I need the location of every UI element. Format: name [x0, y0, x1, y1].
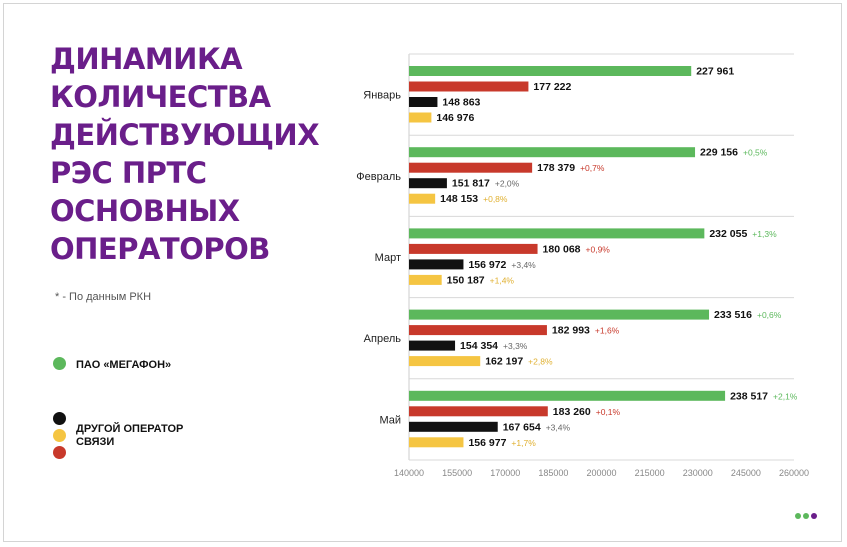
title-line: ОПЕРАТОРОВ	[50, 232, 270, 266]
bar	[409, 309, 710, 320]
data-label: 229 156	[700, 147, 738, 159]
x-tick-label: 245000	[731, 468, 761, 478]
title-line: ДИНАМИКА	[50, 42, 243, 76]
legend-label-other-line2: СВЯЗИ	[76, 436, 115, 448]
bar	[409, 97, 438, 107]
data-label: 180 068	[543, 243, 581, 255]
change-label: +0,5%	[743, 148, 768, 158]
legend-label-other-line1: ДРУГОЙ ОПЕРАТОР	[76, 423, 184, 435]
bar	[409, 193, 436, 204]
data-label: 183 260	[553, 406, 591, 418]
nav-dot	[795, 513, 801, 519]
bar	[409, 356, 481, 367]
legend-dot-red	[53, 446, 66, 459]
title-line: ОСНОВНЫХ	[50, 194, 240, 228]
data-label: 150 187	[447, 274, 485, 286]
data-label: 154 354	[460, 340, 498, 352]
data-label: 177 222	[533, 81, 571, 93]
change-label: +3,4%	[546, 422, 571, 432]
bar	[409, 112, 432, 123]
bar	[409, 406, 548, 417]
change-label: +2,1%	[773, 391, 798, 401]
change-label: +0,9%	[586, 244, 611, 254]
category-label: Январь	[363, 90, 401, 102]
title-line: РЭС ПРТС	[50, 156, 207, 190]
bar	[409, 228, 705, 239]
pagination-dots	[795, 513, 817, 519]
x-tick-label: 155000	[442, 468, 472, 478]
x-tick-label: 200000	[586, 468, 616, 478]
nav-dot	[803, 513, 809, 519]
bar	[409, 147, 696, 158]
category-label: Февраль	[356, 171, 401, 183]
legend-dot-yellow	[53, 429, 66, 442]
nav-dot	[811, 513, 817, 519]
change-label: +1,4%	[490, 275, 515, 285]
data-label: 167 654	[503, 421, 541, 433]
change-label: +1,3%	[752, 229, 777, 239]
data-label: 148 153	[440, 193, 478, 205]
bar	[409, 340, 456, 351]
data-label: 227 961	[696, 66, 734, 78]
legend-other-black	[53, 412, 66, 425]
data-label: 151 817	[452, 178, 490, 190]
change-label: +2,8%	[528, 357, 553, 367]
change-label: +0,8%	[483, 194, 508, 204]
x-tick-label: 215000	[635, 468, 665, 478]
data-label: 156 972	[468, 259, 506, 271]
change-label: +0,7%	[580, 163, 605, 173]
bar	[409, 437, 464, 448]
bar	[409, 81, 529, 92]
change-label: +1,6%	[595, 326, 620, 336]
data-label: 178 379	[537, 162, 575, 174]
change-label: +0,1%	[596, 407, 621, 417]
change-label: +3,3%	[503, 341, 528, 351]
change-label: +3,4%	[511, 260, 536, 270]
data-label: 233 516	[714, 309, 752, 321]
data-label: 156 977	[468, 437, 506, 449]
data-label: 182 993	[552, 325, 590, 337]
bar	[409, 178, 447, 189]
legend-other-red	[53, 446, 66, 459]
slide-frame	[3, 3, 842, 542]
legend-dot-black	[53, 412, 66, 425]
category-label: Март	[375, 252, 401, 264]
title-line: ДЕЙСТВУЮЩИХ	[50, 118, 320, 152]
category-label: Май	[379, 414, 401, 426]
bar	[409, 66, 692, 76]
x-tick-label: 140000	[394, 468, 424, 478]
bar	[409, 243, 538, 254]
legend-label-megafon: ПАО «МЕГАФОН»	[76, 359, 172, 371]
change-label: +1,7%	[511, 438, 536, 448]
legend-dot-green	[53, 357, 66, 370]
data-label: 238 517	[730, 390, 768, 402]
x-tick-label: 170000	[490, 468, 520, 478]
category-label: Апрель	[364, 333, 402, 345]
data-label: 148 863	[442, 97, 480, 109]
change-label: +2,0%	[495, 179, 520, 189]
x-tick-label: 185000	[538, 468, 568, 478]
bar	[409, 274, 442, 285]
data-label: 232 055	[709, 228, 747, 240]
data-label: 146 976	[436, 112, 474, 124]
title-line: КОЛИЧЕСТВА	[50, 80, 271, 114]
footnote: * - По данным РКН	[55, 291, 152, 303]
page-title: ДИНАМИКА КОЛИЧЕСТВА ДЕЙСТВУЮЩИХ РЭС ПРТС…	[50, 40, 380, 268]
change-label: +0,6%	[757, 310, 782, 320]
bar	[409, 162, 533, 173]
data-label: 162 197	[485, 356, 523, 368]
bar	[409, 259, 464, 270]
x-tick-label: 230000	[683, 468, 713, 478]
bar	[409, 390, 726, 401]
x-tick-label: 260000	[779, 468, 809, 478]
bar	[409, 325, 547, 336]
legend-other-yellow	[53, 429, 66, 442]
bar	[409, 421, 498, 432]
legend-megafon	[53, 357, 66, 370]
